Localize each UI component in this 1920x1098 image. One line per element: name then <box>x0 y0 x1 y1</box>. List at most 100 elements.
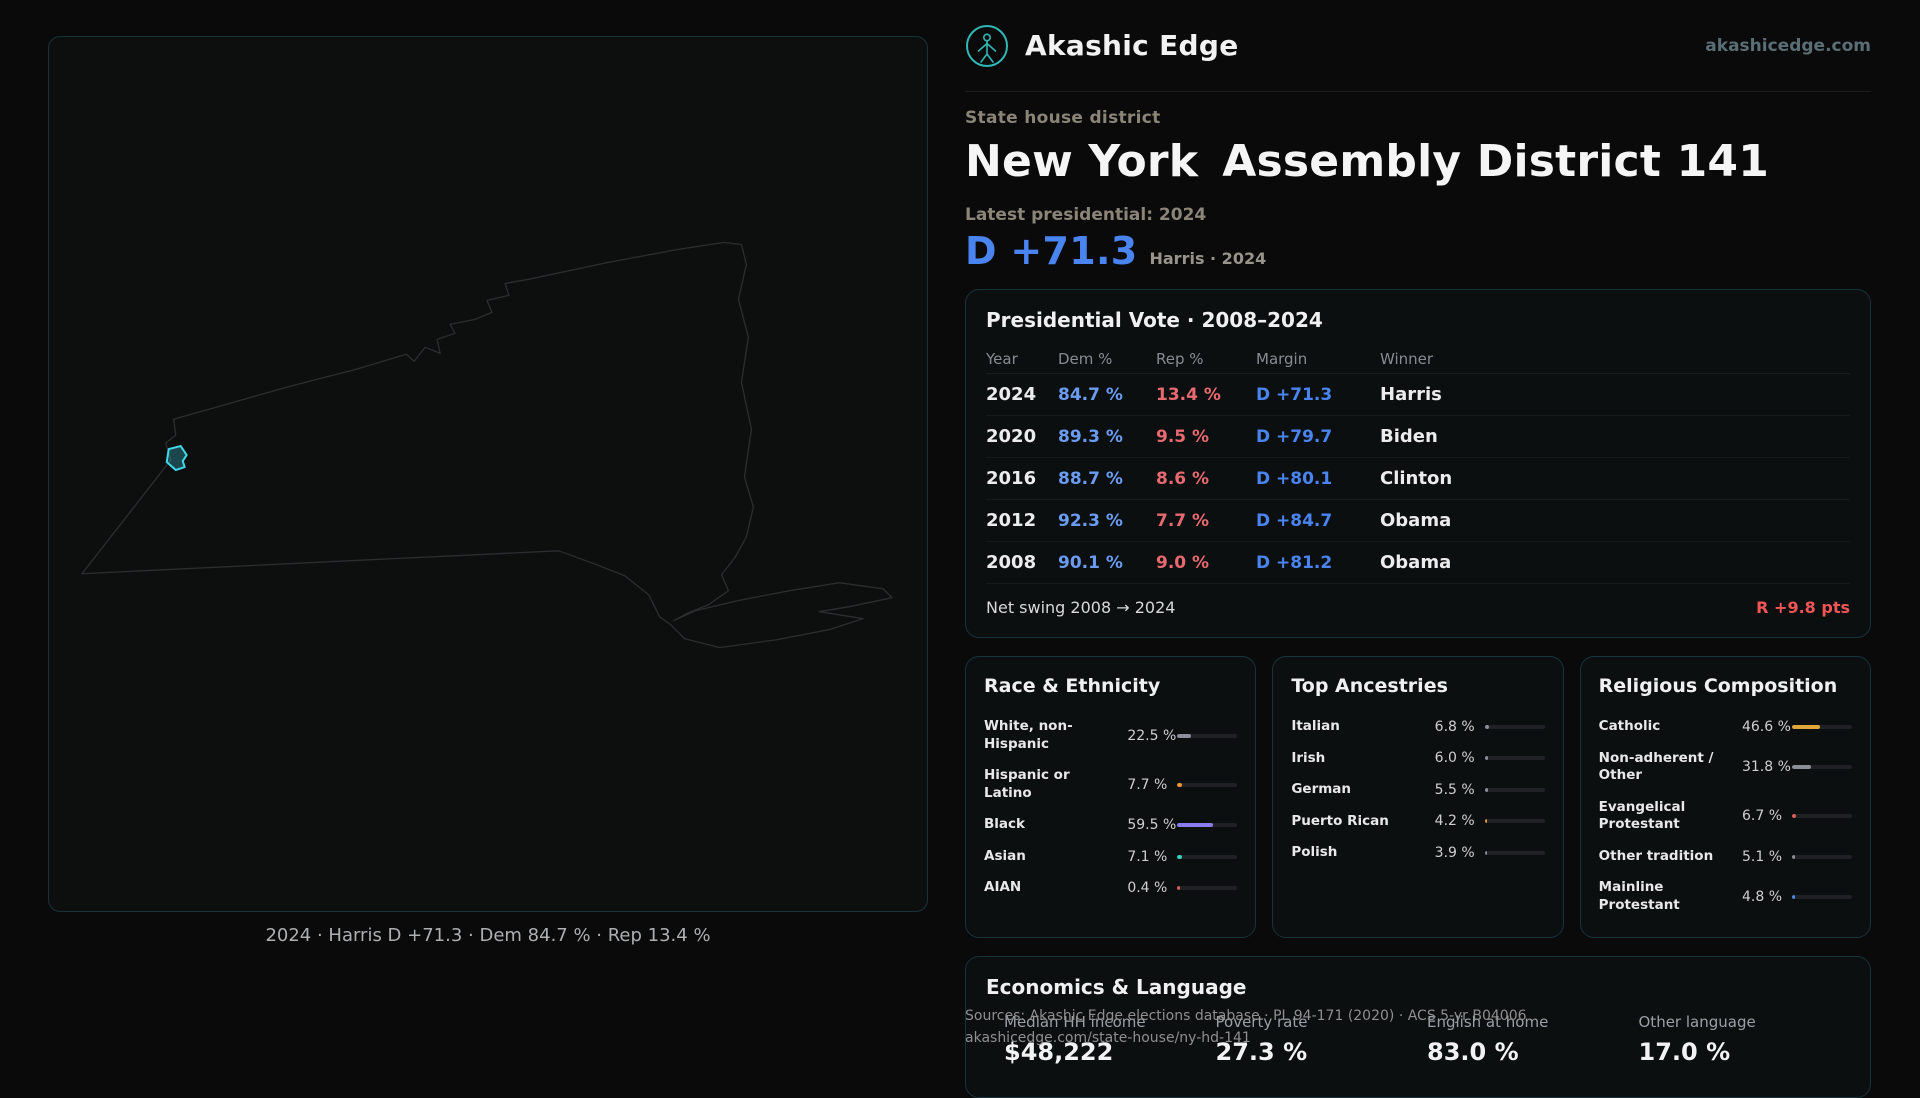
table-row: 2024 84.7 % 13.4 % D +71.3 Harris <box>986 374 1850 416</box>
district-type-kicker: State house district <box>965 108 1161 128</box>
cell-winner: Clinton <box>1380 468 1453 489</box>
brand-logo-icon <box>966 24 1008 67</box>
brand-domain-link[interactable]: akashicedge.com <box>1705 35 1871 56</box>
page-title-district: Assembly District 141 <box>1222 136 1770 187</box>
item-label: Irish <box>1291 749 1326 766</box>
item-value: 4.8 % <box>1741 888 1783 905</box>
list-item: AIAN 0.4 % <box>984 872 1238 904</box>
item-label: Hispanic or Latino <box>984 767 1070 801</box>
item-bar <box>1484 756 1545 761</box>
race-list: White, non-Hispanic 22.5 % Hispanic or L… <box>984 711 1238 904</box>
item-label: Polish <box>1291 844 1338 861</box>
item-bar <box>1791 765 1852 770</box>
stat-value: 83.0 % <box>1427 1038 1519 1066</box>
item-bar-fill <box>1177 822 1214 827</box>
list-item: Evangelical Protestant 6.7 % <box>1599 792 1852 841</box>
headline-margin-value: D +71.3 <box>965 229 1138 273</box>
cell-margin: D +80.1 <box>1256 468 1333 489</box>
item-bar <box>1791 894 1852 899</box>
item-bar <box>1791 854 1852 859</box>
item-bar-fill <box>1484 819 1488 824</box>
item-label: Puerto Rican <box>1291 812 1389 829</box>
presidential-vote-title: Presidential Vote · 2008–2024 <box>986 308 1323 332</box>
item-value: 6.0 % <box>1434 750 1475 767</box>
col-margin: Margin <box>1256 349 1308 368</box>
item-label: Asian <box>984 847 1026 864</box>
item-value: 6.8 % <box>1434 718 1475 735</box>
brand-name: Akashic Edge <box>1025 29 1239 62</box>
list-item: Irish 6.0 % <box>1291 743 1545 775</box>
cell-year: 2024 <box>986 384 1037 405</box>
list-item: Polish 3.9 % <box>1291 837 1545 869</box>
list-item: Hispanic or Latino 7.7 % <box>984 760 1238 809</box>
item-bar <box>1177 782 1238 787</box>
item-bar <box>1484 724 1545 729</box>
cell-rep: 9.0 % <box>1156 552 1210 573</box>
list-item: Asian 7.1 % <box>984 841 1238 873</box>
headline-margin-context: Harris · 2024 <box>1149 249 1267 268</box>
cell-rep: 7.7 % <box>1156 510 1210 531</box>
item-value: 59.5 % <box>1127 816 1177 833</box>
table-row: 2016 88.7 % 8.6 % D +80.1 Clinton <box>986 458 1850 500</box>
item-bar-fill <box>1484 787 1488 792</box>
cell-winner: Biden <box>1380 426 1438 447</box>
item-label: German <box>1291 781 1352 798</box>
item-bar <box>1484 819 1545 824</box>
item-label: Italian <box>1291 718 1340 734</box>
item-bar-fill <box>1791 814 1796 819</box>
col-winner: Winner <box>1380 349 1434 368</box>
economics-language-card: Economics & Language Median HH income $4… <box>965 956 1871 1098</box>
cell-dem: 89.3 % <box>1058 426 1123 447</box>
item-value: 7.1 % <box>1127 848 1168 865</box>
cell-winner: Harris <box>1380 384 1442 405</box>
stat-median-income: Median HH income $48,222 <box>1004 1013 1216 1066</box>
economics-stats-grid: Median HH income $48,222 Poverty rate 27… <box>986 1013 1850 1066</box>
item-label: Mainline Protestant <box>1598 879 1680 913</box>
item-label: Non-adherent / Other <box>1598 749 1714 784</box>
cell-dem: 92.3 % <box>1058 510 1123 531</box>
page-title: New York Assembly District 141 <box>965 134 1871 189</box>
map-panel[interactable] <box>48 36 928 912</box>
cell-margin: D +81.2 <box>1256 552 1333 573</box>
item-value: 46.6 % <box>1741 718 1791 735</box>
item-label: Catholic <box>1598 718 1661 734</box>
item-label: White, non-Hispanic <box>984 718 1073 752</box>
item-value: 0.4 % <box>1127 880 1168 897</box>
top-ancestries-card: Top Ancestries Italian 6.8 % Irish 6.0 %… <box>1272 656 1564 938</box>
app-header: Akashic Edge akashicedge.com <box>965 0 1871 92</box>
cell-margin: D +71.3 <box>1256 384 1333 405</box>
item-bar <box>1177 822 1238 827</box>
cell-year: 2008 <box>986 552 1037 573</box>
district-141-shape[interactable] <box>165 445 188 472</box>
item-bar-fill <box>1177 886 1180 891</box>
presidential-vote-card: Presidential Vote · 2008–2024 Year Dem %… <box>965 289 1871 638</box>
item-bar-fill <box>1791 854 1796 859</box>
item-bar <box>1177 886 1238 891</box>
table-row: 2020 89.3 % 9.5 % D +79.7 Biden <box>986 416 1850 458</box>
page-title-state: New York <box>965 136 1199 187</box>
item-bar-fill <box>1177 733 1191 738</box>
cell-winner: Obama <box>1380 552 1452 573</box>
race-ethnicity-title: Race & Ethnicity <box>984 675 1161 697</box>
item-bar-fill <box>1791 765 1812 770</box>
net-swing-value: R +9.8 pts <box>1756 598 1850 617</box>
map-caption: 2024 · Harris D +71.3 · Dem 84.7 % · Rep… <box>265 925 711 946</box>
headline-margin-row: D +71.3 Harris · 2024 <box>965 229 1871 273</box>
stat-label: Poverty rate <box>1215 1013 1308 1031</box>
cell-rep: 13.4 % <box>1156 384 1221 405</box>
stat-value: $48,222 <box>1004 1038 1114 1066</box>
item-bar <box>1484 787 1545 792</box>
net-swing-row: Net swing 2008 → 2024 R +9.8 pts <box>986 584 1850 625</box>
demographics-row: Race & Ethnicity White, non-Hispanic 22.… <box>965 656 1871 938</box>
list-item: German 5.5 % <box>1291 774 1545 806</box>
item-label: Evangelical Protestant <box>1598 798 1686 833</box>
item-bar-fill <box>1484 756 1489 761</box>
item-value: 4.2 % <box>1434 813 1475 830</box>
item-value: 7.7 % <box>1127 776 1168 793</box>
item-value: 5.5 % <box>1434 781 1475 798</box>
stat-poverty-rate: Poverty rate 27.3 % <box>1216 1013 1428 1066</box>
item-bar-fill <box>1791 724 1820 729</box>
cell-margin: D +79.7 <box>1256 426 1333 447</box>
item-label: Black <box>984 816 1026 833</box>
item-bar-fill <box>1484 724 1489 729</box>
